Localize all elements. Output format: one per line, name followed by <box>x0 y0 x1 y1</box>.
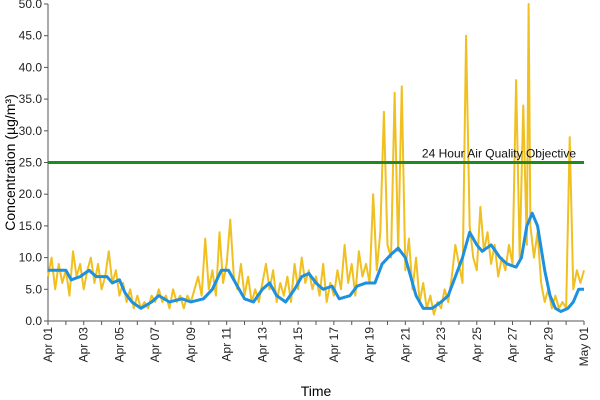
x-tick-label: Apr 25 <box>470 327 484 363</box>
x-tick-label: Apr 03 <box>77 327 91 363</box>
x-tick-label: Apr 19 <box>363 327 377 363</box>
x-tick-label: Apr 21 <box>398 327 412 363</box>
x-tick-label: Apr 11 <box>220 327 234 362</box>
x-axis-title: Time <box>301 383 332 399</box>
y-axis-ticks: 0.0 5.0 10.0 15.0 20.0 25.0 30.0 35.0 40.0 45.0 50… <box>19 0 48 328</box>
x-tick-label: May 01 <box>577 327 591 367</box>
y-tick-label: 20.0 <box>19 187 43 201</box>
x-tick-label: Apr 07 <box>148 327 162 363</box>
y-tick-label: 40.0 <box>19 60 43 74</box>
x-tick-label: Apr 17 <box>327 327 341 363</box>
x-axis-ticks: Apr 01 Apr 03 Apr 05 Apr 07 Apr 09 Apr 11 Apr … <box>41 321 591 366</box>
x-tick-label: Apr 13 <box>255 327 269 363</box>
chart-series-layer <box>47 3 585 316</box>
x-tick-label: Apr 27 <box>506 327 520 363</box>
y-tick-label: 30.0 <box>19 124 43 138</box>
x-tick-label: Apr 05 <box>112 327 126 363</box>
y-tick-label: 50.0 <box>19 0 43 11</box>
y-axis-title: Concentration (µg/m³) <box>2 94 18 230</box>
y-tick-label: 45.0 <box>19 29 43 43</box>
x-tick-label: Apr 09 <box>184 327 198 363</box>
x-tick-label: Apr 15 <box>291 327 305 363</box>
x-tick-label: Apr 01 <box>41 327 55 363</box>
y-tick-label: 25.0 <box>19 156 43 170</box>
y-tick-label: 0.0 <box>25 314 42 328</box>
y-tick-label: 15.0 <box>19 219 43 233</box>
x-tick-label: Apr 29 <box>541 327 555 363</box>
x-tick-label: Apr 23 <box>434 327 448 363</box>
y-tick-label: 5.0 <box>25 282 42 296</box>
y-tick-label: 10.0 <box>19 251 43 265</box>
rolling-average-line <box>48 211 584 313</box>
air-quality-objective-label: 24 Hour Air Quality Objective <box>422 147 576 161</box>
y-tick-label: 35.0 <box>19 92 43 106</box>
